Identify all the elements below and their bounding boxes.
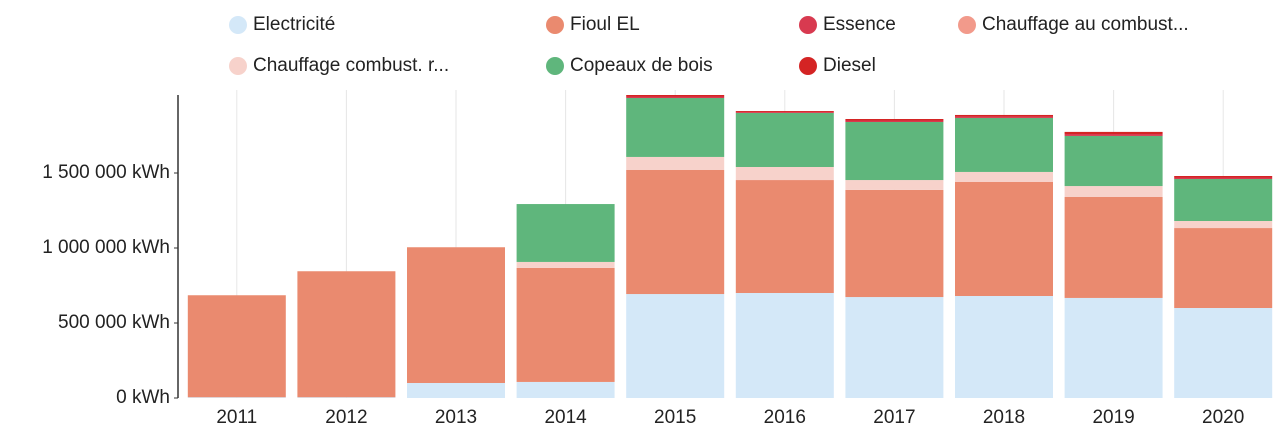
bar-segment: [845, 120, 944, 122]
bar-segment: [1174, 221, 1273, 229]
bar-segment: [1064, 186, 1163, 197]
bar-segment: [845, 122, 944, 181]
x-tick-label: 2019: [1092, 407, 1134, 428]
legend-label[interactable]: Fioul EL: [570, 14, 640, 35]
bar-segment: [187, 397, 286, 398]
x-tick-label: 2013: [435, 407, 477, 428]
bar-segment: [955, 171, 1053, 182]
bar-segment: [735, 167, 834, 181]
x-tick-label: 2012: [325, 407, 367, 428]
bar-segment: [955, 296, 1053, 398]
x-tick-label: 2017: [873, 407, 915, 428]
bar-segment: [955, 182, 1053, 296]
x-tick-label: 2015: [654, 407, 696, 428]
legend-label[interactable]: Chauffage combust. r...: [253, 55, 449, 76]
bar-segment: [626, 98, 725, 157]
y-tick-label: 1 500 000 kWh: [42, 162, 170, 183]
bar-segment: [735, 180, 834, 293]
bar-segment: [845, 297, 944, 398]
bar-segment: [845, 119, 944, 121]
bar-segment: [1064, 131, 1163, 134]
bar-segment: [1174, 177, 1273, 179]
bar-segment: [735, 293, 834, 398]
legend-marker[interactable]: [546, 16, 564, 34]
legend-marker[interactable]: [229, 16, 247, 34]
bar-segment: [735, 111, 834, 113]
bar-segment: [297, 397, 396, 398]
bar-segment: [626, 156, 725, 170]
bar-segment: [845, 189, 944, 298]
bar-segment: [407, 247, 505, 383]
bar-segment: [735, 113, 834, 167]
bar-segment: [1064, 134, 1163, 136]
bar-segment: [1064, 197, 1163, 298]
bar-segment: [1064, 135, 1163, 187]
legend-marker[interactable]: [958, 16, 976, 34]
bar-segment: [1174, 308, 1273, 398]
bar-segment: [516, 261, 615, 268]
bar-segment: [955, 116, 1053, 118]
bar-segment: [626, 95, 725, 97]
legend-label[interactable]: Chauffage au combust...: [982, 14, 1189, 35]
bar-segment: [955, 117, 1053, 172]
legend-marker[interactable]: [229, 57, 247, 75]
bar-segment: [626, 294, 725, 398]
bar-segment: [516, 267, 615, 382]
x-tick-label: 2020: [1202, 407, 1244, 428]
bar-segment: [516, 204, 615, 262]
bar-segment: [1174, 228, 1273, 308]
legend-marker[interactable]: [799, 57, 817, 75]
legend-label[interactable]: Electricité: [253, 14, 335, 35]
y-tick-label: 1 000 000 kWh: [42, 237, 170, 258]
legend-label[interactable]: Copeaux de bois: [570, 55, 713, 76]
bar-segment: [297, 271, 396, 398]
x-tick-label: 2014: [544, 407, 587, 428]
legend-marker[interactable]: [546, 57, 564, 75]
bar-segment: [626, 96, 725, 98]
bar-segment: [1064, 297, 1163, 398]
x-tick-label: 2016: [764, 407, 806, 428]
x-tick-label: 2018: [983, 407, 1025, 428]
legend-label[interactable]: Diesel: [823, 55, 876, 76]
y-tick-label: 0 kWh: [116, 387, 170, 408]
bar-segment: [1174, 176, 1273, 178]
x-tick-label: 2011: [216, 407, 257, 428]
bar-segment: [626, 170, 725, 295]
bar-segment: [1174, 179, 1273, 221]
legend-marker[interactable]: [799, 16, 817, 34]
bar-segment: [845, 180, 944, 190]
bar-segment: [187, 295, 286, 398]
bar-segment: [735, 112, 834, 113]
legend-label[interactable]: Essence: [823, 14, 896, 35]
y-tick-label: 500 000 kWh: [58, 312, 170, 333]
bar-segment: [407, 383, 505, 398]
bar-segment: [516, 381, 615, 398]
bar-segment: [955, 114, 1053, 117]
